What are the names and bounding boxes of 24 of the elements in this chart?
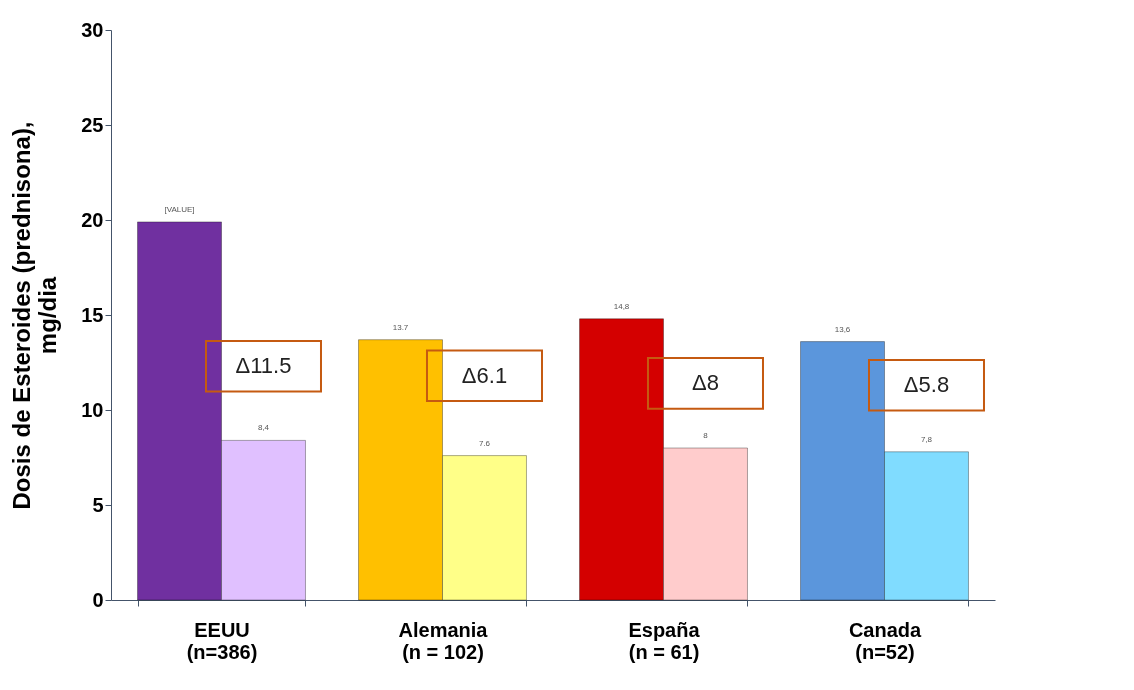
x-tick-label: EEUU (n=386)	[186, 618, 258, 663]
y-tick-label: 15	[81, 303, 104, 326]
x-tick-label: Alemania (n = 102)	[398, 618, 489, 663]
x-tick-label: España (n = 61)	[628, 618, 701, 663]
x-tick-label: Canada (n=52)	[848, 618, 922, 663]
y-tick-label: 20	[81, 208, 104, 231]
y-tick-label: 0	[92, 588, 104, 611]
data-label: 7,8	[920, 434, 933, 444]
annotation: Δ5.8	[903, 372, 950, 398]
y-axis-title: Dosis de Esteroides (prednisona), mg/dia	[8, 121, 62, 510]
y-tick-label: 25	[81, 113, 104, 136]
data-label: 8	[703, 431, 709, 440]
y-tick-label: 5	[92, 493, 104, 516]
data-label: 13,6	[834, 324, 851, 334]
data-label: [VALUE]	[164, 204, 195, 214]
data-label: 7.6	[478, 438, 491, 448]
annotation: Δ11.5	[235, 353, 292, 379]
y-tick-label: 10	[81, 398, 104, 421]
data-label: 14,8	[613, 301, 630, 311]
y-tick-label: 30	[81, 18, 104, 41]
annotation: Δ6.1	[461, 362, 508, 388]
annotation: Δ8	[692, 370, 719, 396]
data-label: 13.7	[392, 322, 409, 332]
data-label: 8,4	[257, 423, 270, 433]
